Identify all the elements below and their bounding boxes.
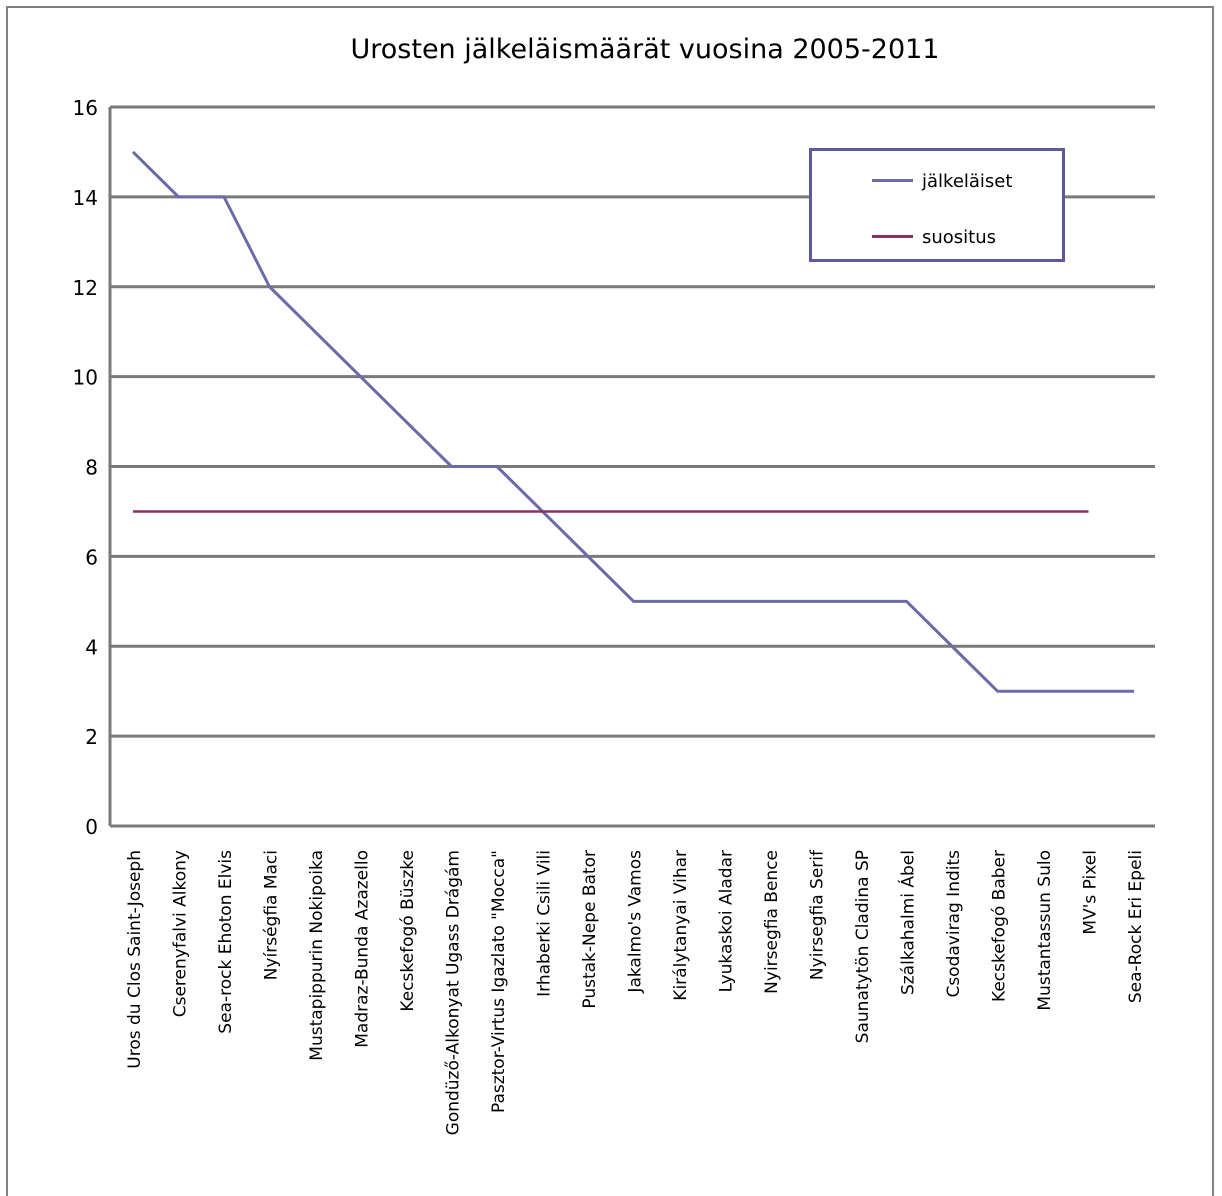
y-tick-label-12: 12 xyxy=(73,276,98,300)
legend-swatch-jalkelaiset xyxy=(872,179,913,182)
y-tick-label-0: 0 xyxy=(85,815,98,839)
x-tick-label-13: Lyukaskoi Aladar xyxy=(717,850,737,992)
y-tick-label-6: 6 xyxy=(85,545,98,569)
axes xyxy=(108,107,1155,828)
series-lines xyxy=(131,150,1134,693)
x-tick-label-10: Pustak-Nepe Bator xyxy=(580,850,600,1009)
y-tick-label-8: 8 xyxy=(85,456,98,480)
y-tick-label-16: 16 xyxy=(73,96,98,120)
x-tick-label-21: MV's Pixel xyxy=(1081,850,1101,935)
gridlines xyxy=(110,105,1155,738)
x-tick-label-18: Csodavirag Indits xyxy=(944,850,964,998)
x-tick-label-7: Gondüző-Alkonyat Ugass Drágám xyxy=(444,850,464,1135)
x-tick-label-2: Sea-rock Ehoton Elvis xyxy=(216,850,236,1034)
series-line-0 xyxy=(131,150,1134,693)
legend: jälkeläiset suositus xyxy=(809,148,1065,262)
x-tick-label-17: Szálkahalmi Ábel xyxy=(897,850,919,995)
y-tick-labels: 0 2 4 6 8 10 12 14 16 xyxy=(73,96,98,839)
x-tick-label-0: Uros du Clos Saint-Joseph xyxy=(125,850,145,1069)
x-tick-label-12: Királytanyai Vihar xyxy=(671,850,691,1001)
legend-label-jalkelaiset: jälkeläiset xyxy=(922,171,1013,192)
x-tick-label-19: Kecskefogó Baber xyxy=(990,850,1010,1002)
legend-label-suositus: suositus xyxy=(922,227,997,248)
x-tick-label-6: Kecskefogó Büszke xyxy=(398,850,418,1012)
y-tick-label-14: 14 xyxy=(73,186,98,210)
x-tick-label-20: Mustantassun Sulo xyxy=(1035,850,1055,1011)
y-tick-label-10: 10 xyxy=(73,366,98,390)
x-tick-label-22: Sea-Rock Eri Epeli xyxy=(1126,850,1146,1003)
legend-swatch-suositus xyxy=(872,235,913,238)
x-tick-label-8: Pasztor-Virtus Igazlato "Mocca" xyxy=(489,850,509,1113)
x-tick-label-11: Jakalmo's Vamos xyxy=(626,850,646,994)
y-tick-label-2: 2 xyxy=(85,725,98,749)
x-tick-label-14: Nyirsegfia Bence xyxy=(762,850,782,994)
chart-frame xyxy=(6,6,1214,1196)
x-tick-label-5: Madraz-Bunda Azazello xyxy=(353,850,373,1048)
x-tick-label-15: Nyirsegfia Serif xyxy=(808,849,828,980)
x-tick-label-3: Nyírségfia Maci xyxy=(262,850,282,980)
chart-title: Urosten jälkeläismäärät vuosina 2005-201… xyxy=(350,34,940,65)
x-tick-label-9: Irhaberki Csili Vili xyxy=(535,850,555,997)
x-tick-label-4: Mustapippurin Nokipoika xyxy=(307,850,327,1061)
x-tick-label-16: Saunatytön Cladina SP xyxy=(853,850,873,1043)
y-tick-label-4: 4 xyxy=(85,635,98,659)
x-tick-labels: Uros du Clos Saint-Joseph Cserenyfalvi Al… xyxy=(125,849,1146,1135)
x-tick-label-1: Cserenyfalvi Alkony xyxy=(171,850,191,1017)
